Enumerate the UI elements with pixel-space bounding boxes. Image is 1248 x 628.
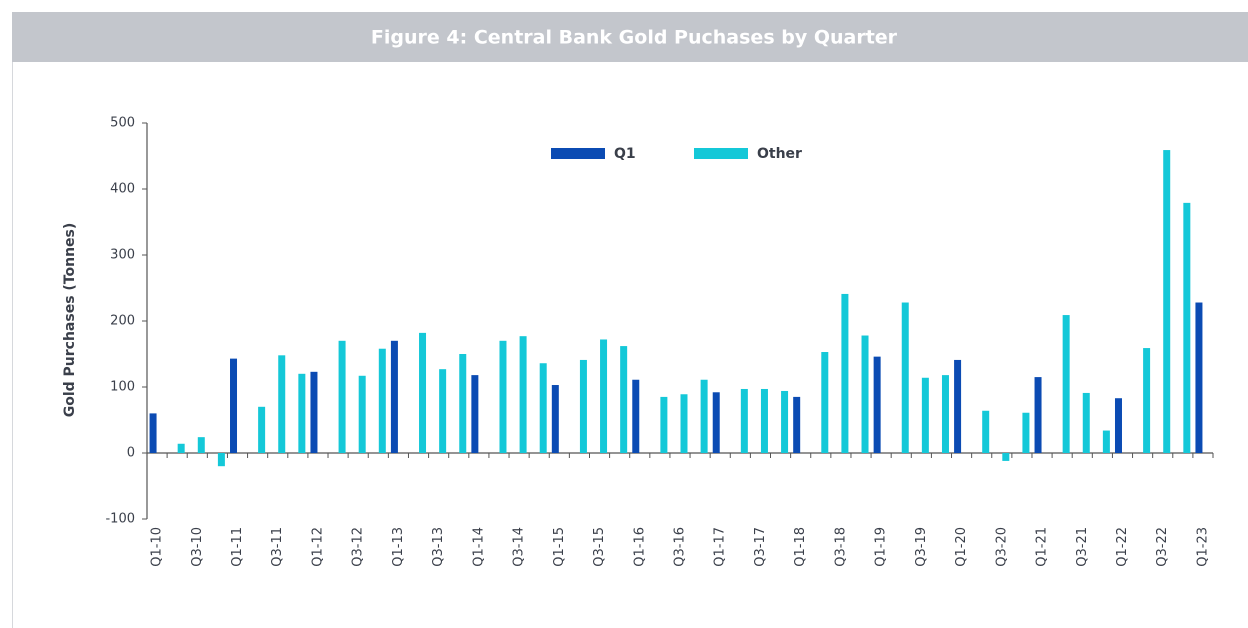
bar [1102,430,1110,453]
x-tick-label: Q3-17 [753,527,768,567]
x-tick-label: Q1-11 [230,527,245,567]
y-tick-label: -100 [105,512,135,527]
bar [1195,302,1203,453]
bar [982,410,990,453]
y-tick-label: 200 [110,314,135,329]
x-tick-label: Q1-18 [793,527,808,567]
x-tick-label: Q1-22 [1115,527,1130,567]
bar [230,358,238,453]
bar [298,373,306,453]
x-tick-label: Q1-21 [1035,527,1050,567]
bar [841,293,849,453]
bar [1002,453,1010,461]
bar [217,453,225,467]
bar [459,354,467,453]
bar [258,406,266,453]
bar [760,388,768,453]
bar [390,340,398,453]
x-tick-label: Q3-21 [1075,527,1090,567]
bar [680,394,688,453]
bar [358,375,366,453]
y-tick-label: 500 [110,116,135,131]
x-tick-label: Q3-18 [833,527,848,567]
x-tick-label: Q3-22 [1155,527,1170,567]
bar [700,379,708,453]
y-axis-label: Gold Purchases (Tonnes) [62,223,78,418]
bar [177,443,185,453]
bar [712,392,720,453]
bar [439,369,447,453]
bar [921,377,929,453]
bar [519,336,527,453]
bar [1082,392,1090,453]
bar [861,335,869,453]
bar [1163,150,1171,453]
legend-label: Other [757,146,802,162]
bar [1034,377,1042,453]
x-tick-label: Q1-10 [150,527,165,567]
bar [539,363,547,453]
x-tick-label: Q1-14 [471,527,486,567]
bar [338,340,346,453]
bar [620,346,628,453]
x-tick-label: Q3-19 [914,527,929,567]
x-tick-label: Q3-20 [994,527,1009,567]
bar [149,413,157,453]
bar [1114,398,1122,453]
bar [499,340,507,453]
chart-title: Figure 4: Central Bank Gold Puchases by … [371,27,898,49]
x-tick-label: Q3-11 [270,527,285,567]
bar [278,355,286,453]
bar [781,390,789,453]
bar [310,371,318,453]
bar [197,437,205,453]
x-tick-label: Q3-15 [592,527,607,567]
x-tick-label: Q3-16 [673,527,688,567]
x-tick-label: Q1-13 [391,527,406,567]
legend-swatch [551,148,605,159]
bar [632,379,640,453]
bar [1183,202,1191,453]
x-tick-label: Q1-23 [1195,527,1210,567]
bar [793,396,801,453]
y-tick-label: 100 [110,380,135,395]
bar [660,396,668,453]
bar [471,375,479,453]
bar [419,332,427,453]
x-tick-label: Q3-14 [512,527,527,567]
bar [740,388,748,453]
x-tick-label: Q3-10 [190,527,205,567]
x-tick-label: Q1-19 [874,527,889,567]
y-tick-label: 400 [110,182,135,197]
y-tick-label: 300 [110,248,135,263]
bar [901,302,909,453]
bar [1022,412,1030,453]
bar [579,359,587,453]
bar [1143,348,1151,453]
bar [941,375,949,453]
bar [873,356,881,453]
x-tick-label: Q1-16 [632,527,647,567]
bar [551,385,559,453]
bar [1062,315,1070,453]
bar [954,359,962,453]
x-tick-label: Q1-20 [954,527,969,567]
header-band [12,12,1248,62]
legend-swatch [694,148,748,159]
bar [600,339,608,453]
x-tick-label: Q3-13 [431,527,446,567]
x-tick-label: Q1-17 [713,527,728,567]
x-tick-label: Q1-15 [552,527,567,567]
legend-label: Q1 [614,146,636,162]
bar [821,352,829,453]
bar [378,348,386,453]
y-tick-label: 0 [127,446,135,461]
x-tick-label: Q3-12 [351,527,366,567]
x-tick-label: Q1-12 [310,527,325,567]
